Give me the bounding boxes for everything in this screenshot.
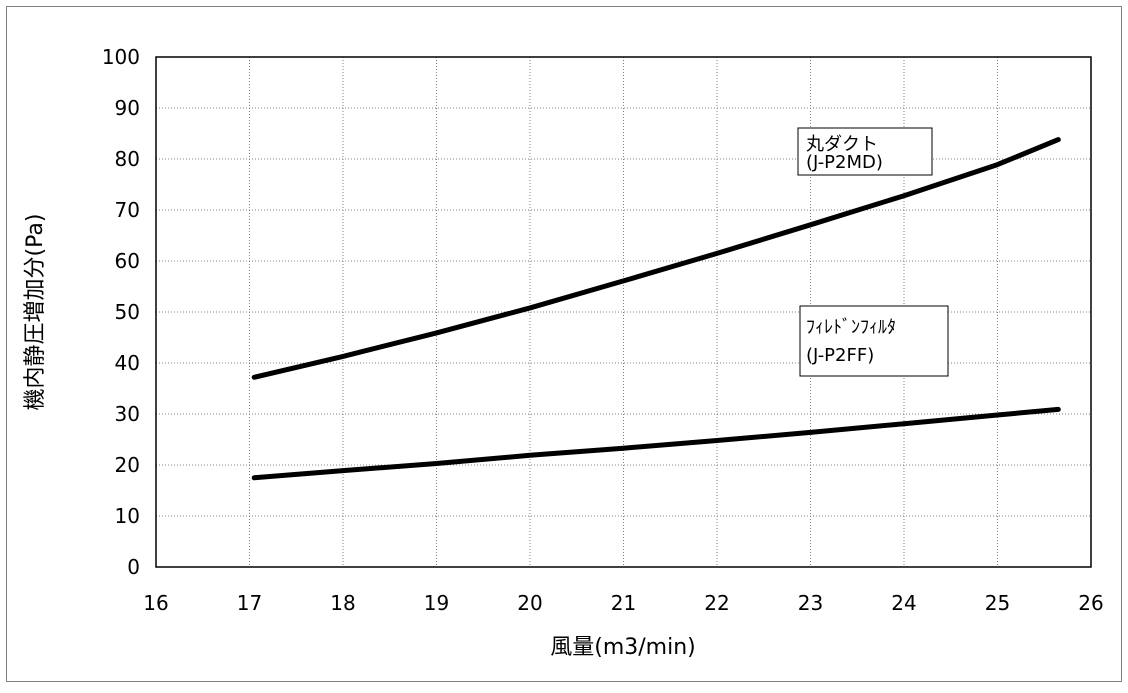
y-tick-label: 100 xyxy=(102,45,140,69)
x-axis-title: 風量(m3/min) xyxy=(550,635,696,660)
x-tick-label: 20 xyxy=(517,591,542,615)
annotation-box-round-duct xyxy=(797,127,933,176)
y-tick-label: 60 xyxy=(115,249,140,273)
y-tick-label: 40 xyxy=(115,351,140,375)
y-tick-labels: 0 10 20 30 40 50 60 70 80 90 100 xyxy=(102,45,140,579)
y-tick-label: 20 xyxy=(115,453,140,477)
y-tick-label: 80 xyxy=(115,147,140,171)
y-tick-label: 90 xyxy=(115,96,140,120)
x-tick-label: 18 xyxy=(330,591,355,615)
x-tick-label: 26 xyxy=(1078,591,1103,615)
series-line-2 xyxy=(251,406,1061,481)
y-tick-label: 10 xyxy=(115,504,140,528)
y-tick-label: 0 xyxy=(127,555,140,579)
x-tick-label: 17 xyxy=(237,591,262,615)
x-tick-label: 23 xyxy=(798,591,823,615)
y-tick-label: 30 xyxy=(115,402,140,426)
series-lines xyxy=(251,137,1061,481)
y-tick-label: 50 xyxy=(115,300,140,324)
annotation-round-duct-line2: (J-P2MD) xyxy=(806,152,883,173)
x-tick-label: 24 xyxy=(891,591,916,615)
annotation-box-filter xyxy=(799,305,949,377)
x-tick-label: 21 xyxy=(611,591,636,615)
plot-area-frame xyxy=(155,56,1092,568)
x-tick-label: 16 xyxy=(143,591,168,615)
y-tick-label: 70 xyxy=(115,198,140,222)
annotation-round-duct-line1: 丸ダクト xyxy=(806,134,878,155)
x-tick-label: 19 xyxy=(424,591,449,615)
x-tick-labels: 16 17 18 19 20 21 22 23 24 25 26 xyxy=(143,591,1103,615)
y-axis-title: 機内静圧増加分(Pa) xyxy=(23,214,48,411)
annotation-filter-line1: ﾌｨﾚﾄﾞﾝﾌｨﾙﾀ xyxy=(806,317,896,338)
series-line-1 xyxy=(251,137,1061,380)
x-tick-label: 25 xyxy=(985,591,1010,615)
annotation-filter-line2: (J-P2FF) xyxy=(806,345,874,366)
x-tick-label: 22 xyxy=(704,591,729,615)
